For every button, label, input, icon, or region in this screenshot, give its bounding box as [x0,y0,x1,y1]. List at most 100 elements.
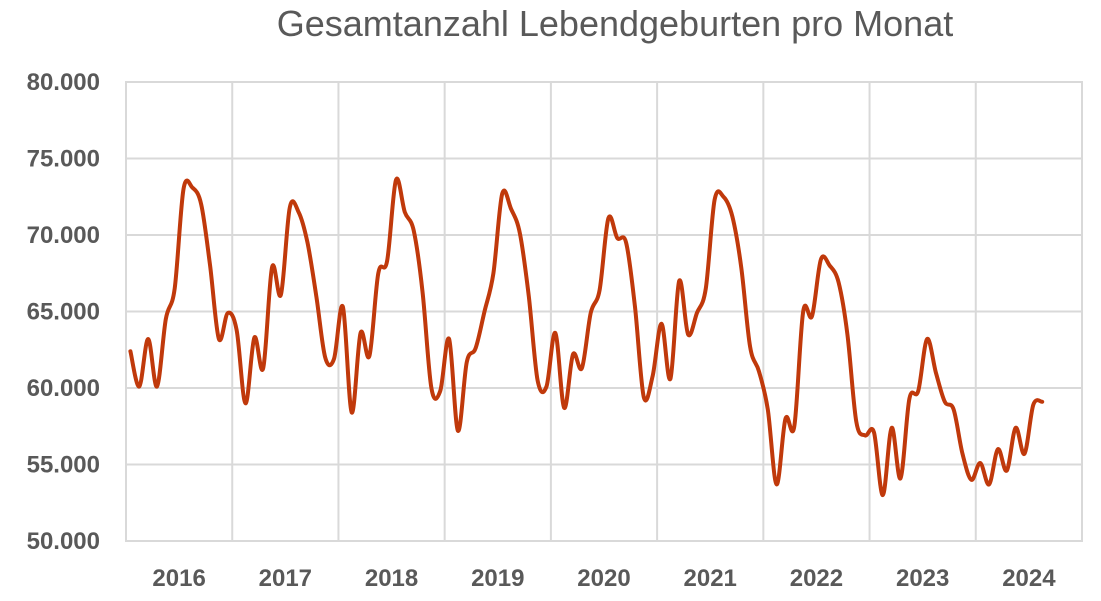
data-point [890,426,894,430]
data-point [1023,452,1027,456]
data-point [668,377,672,381]
data-point [828,264,832,268]
data-point [845,332,849,336]
data-point [784,417,788,421]
data-point [1014,426,1018,430]
x-tick-label: 2024 [1002,565,1056,592]
data-point [978,461,982,465]
data-point [500,192,504,196]
data-point [952,407,956,411]
x-axis-ticks: 2016 2017 2018 2019 2020 2021 2022 2023 2024 [152,565,1056,592]
data-point [943,400,947,404]
x-tick-label: 2018 [365,565,418,592]
data-point [730,215,734,219]
data-point [288,206,292,210]
data-point [775,482,779,486]
data-point [421,290,425,294]
series-line [128,176,1045,498]
data-point [518,232,522,236]
data-point [429,386,433,390]
plot-frame [125,81,1083,542]
data-point [801,310,805,314]
data-point [341,305,345,309]
y-tick-label: 55.000 [27,452,100,479]
data-point [863,433,867,437]
data-point [367,354,371,358]
data-point [483,310,487,314]
data-point [1040,400,1044,404]
data-point [899,476,903,480]
data-point [961,452,965,456]
data-point [350,411,354,415]
data-point [695,311,699,315]
data-point [456,429,460,433]
data-point [394,178,398,182]
data-point [633,305,637,309]
data-point [739,265,743,269]
data-point [491,271,495,275]
x-tick-label: 2023 [896,565,949,592]
x-tick-label: 2020 [577,565,630,592]
chart-title: Gesamtanzahl Lebendgeburten pro Monat [277,3,953,44]
data-point [279,293,283,297]
data-point [164,317,168,321]
data-point [1005,469,1009,473]
data-point [872,430,876,434]
data-point [571,352,575,356]
data-point [580,366,584,370]
data-point [934,371,938,375]
data-point [359,331,363,335]
data-point [474,346,478,350]
data-point [757,369,761,373]
gridlines [125,81,1083,542]
data-point [527,294,531,298]
y-axis-ticks: 50.000 55.000 60.000 65.000 70.000 75.000 80.0… [27,69,100,555]
data-point [447,337,451,341]
data-point [748,345,752,349]
data-point [969,478,973,482]
data-point [642,395,646,399]
data-point [713,198,717,202]
data-point [536,378,540,382]
data-point [465,360,469,364]
data-point [686,332,690,336]
data-point [403,210,407,214]
data-point [297,210,301,214]
y-tick-label: 65.000 [27,299,100,326]
data-point [226,311,230,315]
data-point [332,357,336,361]
data-point [819,258,823,262]
data-point [182,187,186,191]
data-point [854,420,858,424]
data-point [235,328,239,332]
data-point [1031,403,1035,407]
y-tick-label: 60.000 [27,375,100,402]
data-point [376,271,380,275]
data-point [810,314,814,318]
data-point [438,389,442,393]
x-tick-label: 2017 [259,565,312,592]
data-point [412,228,416,232]
data-point [155,385,159,389]
data-point [173,287,177,291]
data-point [651,374,655,378]
data-point [146,337,150,341]
data-point [606,216,610,220]
y-tick-label: 75.000 [27,146,100,173]
y-tick-label: 70.000 [27,222,100,249]
data-point [907,397,911,401]
data-point [385,259,389,263]
data-point [881,493,885,497]
y-tick-label: 50.000 [27,528,100,555]
data-point [987,482,991,486]
x-tick-label: 2021 [684,565,737,592]
data-point [792,424,796,428]
x-tick-label: 2016 [152,565,205,592]
data-point [270,265,274,269]
data-point [704,287,708,291]
data-point [323,355,327,359]
x-tick-label: 2022 [790,565,843,592]
data-point [314,294,318,298]
series-layer [128,176,1045,498]
